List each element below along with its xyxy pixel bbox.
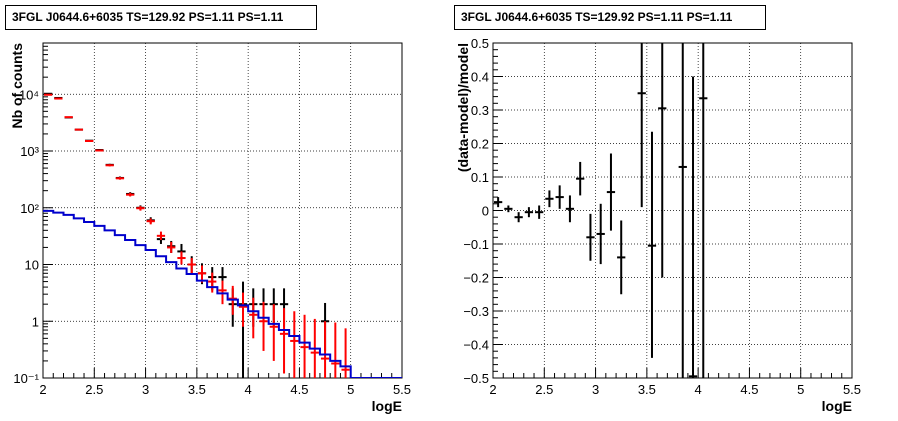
x-ticks	[492, 368, 853, 378]
y-tick-label: 0.2	[471, 137, 489, 152]
data-point	[565, 195, 575, 223]
data-point	[105, 164, 114, 167]
data-point	[606, 153, 616, 231]
data-point	[688, 76, 698, 378]
x-tick-label: 4	[245, 382, 252, 397]
y-tick-label: 10⁴	[19, 87, 39, 102]
data-point	[269, 304, 278, 361]
data-point	[177, 251, 186, 265]
data-point	[146, 218, 155, 225]
y-axis-title: (data-model)/model	[455, 43, 471, 172]
data-point	[576, 161, 585, 196]
data-point	[524, 207, 534, 218]
data-point	[617, 220, 626, 295]
y-tick-label: 10⁻¹	[13, 371, 39, 386]
residuals-chart: 2 2.5 3 3.5 4 4.5 5 5.5 −0.5 −0.4 −0.3 −0.2 −0.1 0 0.1…	[455, 36, 861, 414]
x-tick-label: 2	[39, 382, 46, 397]
grid	[43, 43, 402, 378]
data-point	[156, 231, 166, 241]
plot-frame	[42, 42, 403, 379]
x-tick-label: 3	[142, 382, 149, 397]
data-point	[115, 177, 125, 180]
data-point	[249, 297, 258, 339]
data-point	[658, 43, 667, 278]
data-point	[494, 197, 503, 208]
data-point	[85, 140, 94, 143]
x-axis-title: logE	[822, 398, 852, 414]
x-tick-label: 4.5	[290, 382, 308, 397]
data-point	[555, 185, 564, 209]
x-tick-label: 2.5	[535, 382, 553, 397]
data-point	[320, 321, 330, 378]
y-tick-label: 10³	[20, 144, 39, 159]
x-tick-label: 5.5	[843, 382, 861, 397]
data-point	[678, 43, 687, 378]
y-tick-label: −0.4	[463, 338, 489, 353]
x-axis-title: logE	[372, 398, 402, 414]
data-point	[259, 301, 268, 351]
data-layer	[43, 92, 402, 378]
model-step-line	[43, 209, 402, 378]
x-tick-label: 3	[592, 382, 599, 397]
left-chart-title: 3FGL J0644.6+6035 TS=129.92 PS=1.11 PS=1…	[5, 5, 317, 30]
data-point	[545, 190, 554, 208]
y-ticks	[493, 42, 503, 379]
counts-chart: 2 2.5 3 3.5 4 4.5 5 5.5 10⁻¹ 1 10 10² 10³ 10⁴ logE Nb o…	[9, 42, 411, 414]
y-tick-label: 10²	[20, 201, 39, 216]
data-point	[136, 206, 145, 211]
data-point	[167, 241, 176, 253]
y-axis-title: Nb of counts	[9, 43, 25, 129]
data-point	[514, 212, 523, 223]
y-tick-label: 10	[25, 258, 39, 273]
right-chart-title: 3FGL J0644.6+6035 TS=129.92 PS=1.11 PS=1…	[454, 5, 766, 30]
x-tick-label: 2	[489, 382, 496, 397]
x-tick-label: 3.5	[188, 382, 206, 397]
x-tick-label: 2.5	[85, 382, 103, 397]
data-point	[637, 43, 646, 208]
data-point	[300, 314, 309, 378]
data-point	[290, 311, 299, 378]
y-tick-label: 0.1	[471, 170, 489, 185]
plot-frame	[492, 42, 853, 379]
y-tick-label: 0.5	[471, 36, 489, 51]
data-point	[54, 97, 63, 100]
data-layer	[494, 43, 708, 378]
data-point	[596, 203, 605, 265]
y-ticks	[43, 42, 53, 379]
data-point	[126, 192, 135, 197]
data-point	[699, 43, 708, 378]
data-point	[279, 308, 289, 374]
data-point	[74, 128, 84, 131]
y-tick-label: 0	[482, 204, 489, 219]
x-tick-label: 3.5	[638, 382, 656, 397]
x-tick-label: 5.5	[393, 382, 411, 397]
x-tick-label: 5	[797, 382, 804, 397]
data-point	[95, 149, 104, 152]
y-tick-label: 1	[32, 314, 39, 329]
y-tick-label: −0.5	[463, 371, 489, 386]
data-point	[238, 292, 248, 327]
y-tick-label: 0.3	[471, 103, 489, 118]
data-point	[647, 131, 657, 358]
data-point	[331, 322, 340, 378]
data-point	[44, 93, 53, 96]
x-tick-label: 5	[347, 382, 354, 397]
y-tick-label: 0.4	[471, 70, 489, 85]
y-tick-label: −0.1	[463, 237, 489, 252]
x-tick-label: 4.5	[740, 382, 758, 397]
data-point	[187, 258, 196, 274]
data-point	[504, 205, 513, 213]
data-point	[586, 213, 595, 261]
y-tick-label: −0.3	[463, 304, 489, 319]
data-point	[535, 205, 544, 219]
data-point	[341, 328, 350, 378]
data-point	[64, 116, 73, 119]
y-tick-label: −0.2	[463, 271, 489, 286]
grid	[493, 43, 852, 378]
x-tick-label: 4	[695, 382, 702, 397]
data-point	[208, 272, 217, 293]
